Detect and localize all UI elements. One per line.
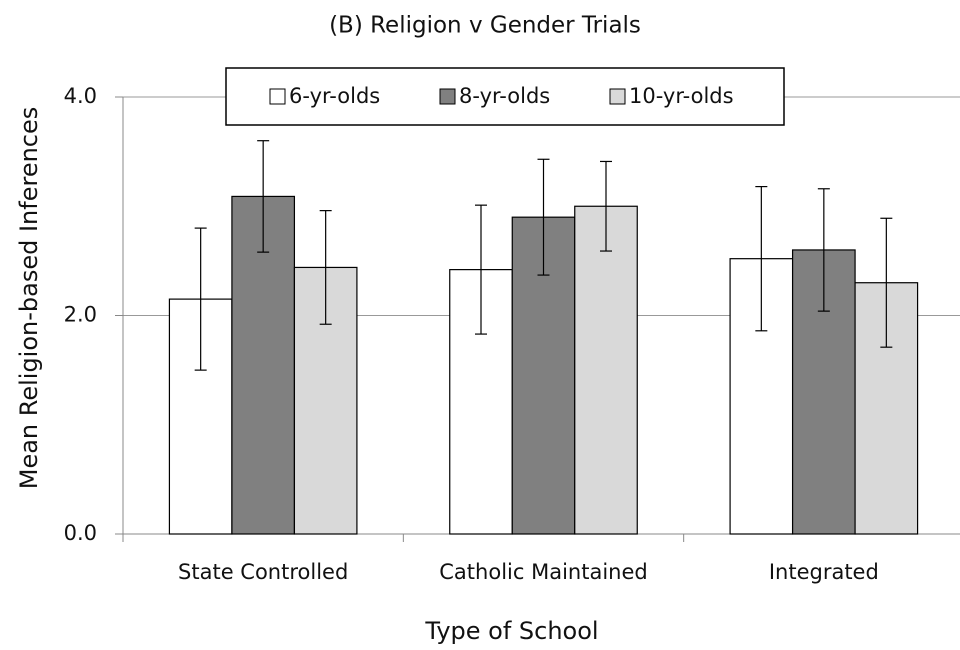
error-bar [755,185,768,332]
y-tick-label: 2.0 [64,303,97,327]
legend-swatch [269,88,286,105]
legend-swatch [609,88,626,105]
y-tick-label: 4.0 [64,84,97,108]
y-tick-label: 0.0 [64,521,97,545]
error-bar [257,140,270,253]
error-bar [194,227,207,371]
error-bar [319,210,332,325]
legend-swatch [439,88,456,105]
legend-label: 8-yr-olds [459,84,550,108]
chart-title: (B) Religion v Gender Trials [329,13,641,39]
bar [574,205,638,535]
error-bar [880,217,893,348]
legend-label: 10-yr-olds [629,84,734,108]
x-tick-label: State Controlled [178,560,348,584]
y-axis-title: Mean Religion-based Inferences [15,107,43,490]
x-tick-label: Catholic Maintained [439,560,647,584]
legend-box [225,67,785,126]
x-tick-label: Integrated [769,560,879,584]
error-bar [600,160,612,252]
error-bar [817,188,830,312]
x-axis-title: Type of School [424,617,598,645]
bar [293,266,358,535]
legend-label: 6-yr-olds [289,84,380,108]
error-bar [475,204,487,335]
error-bar [537,158,550,276]
